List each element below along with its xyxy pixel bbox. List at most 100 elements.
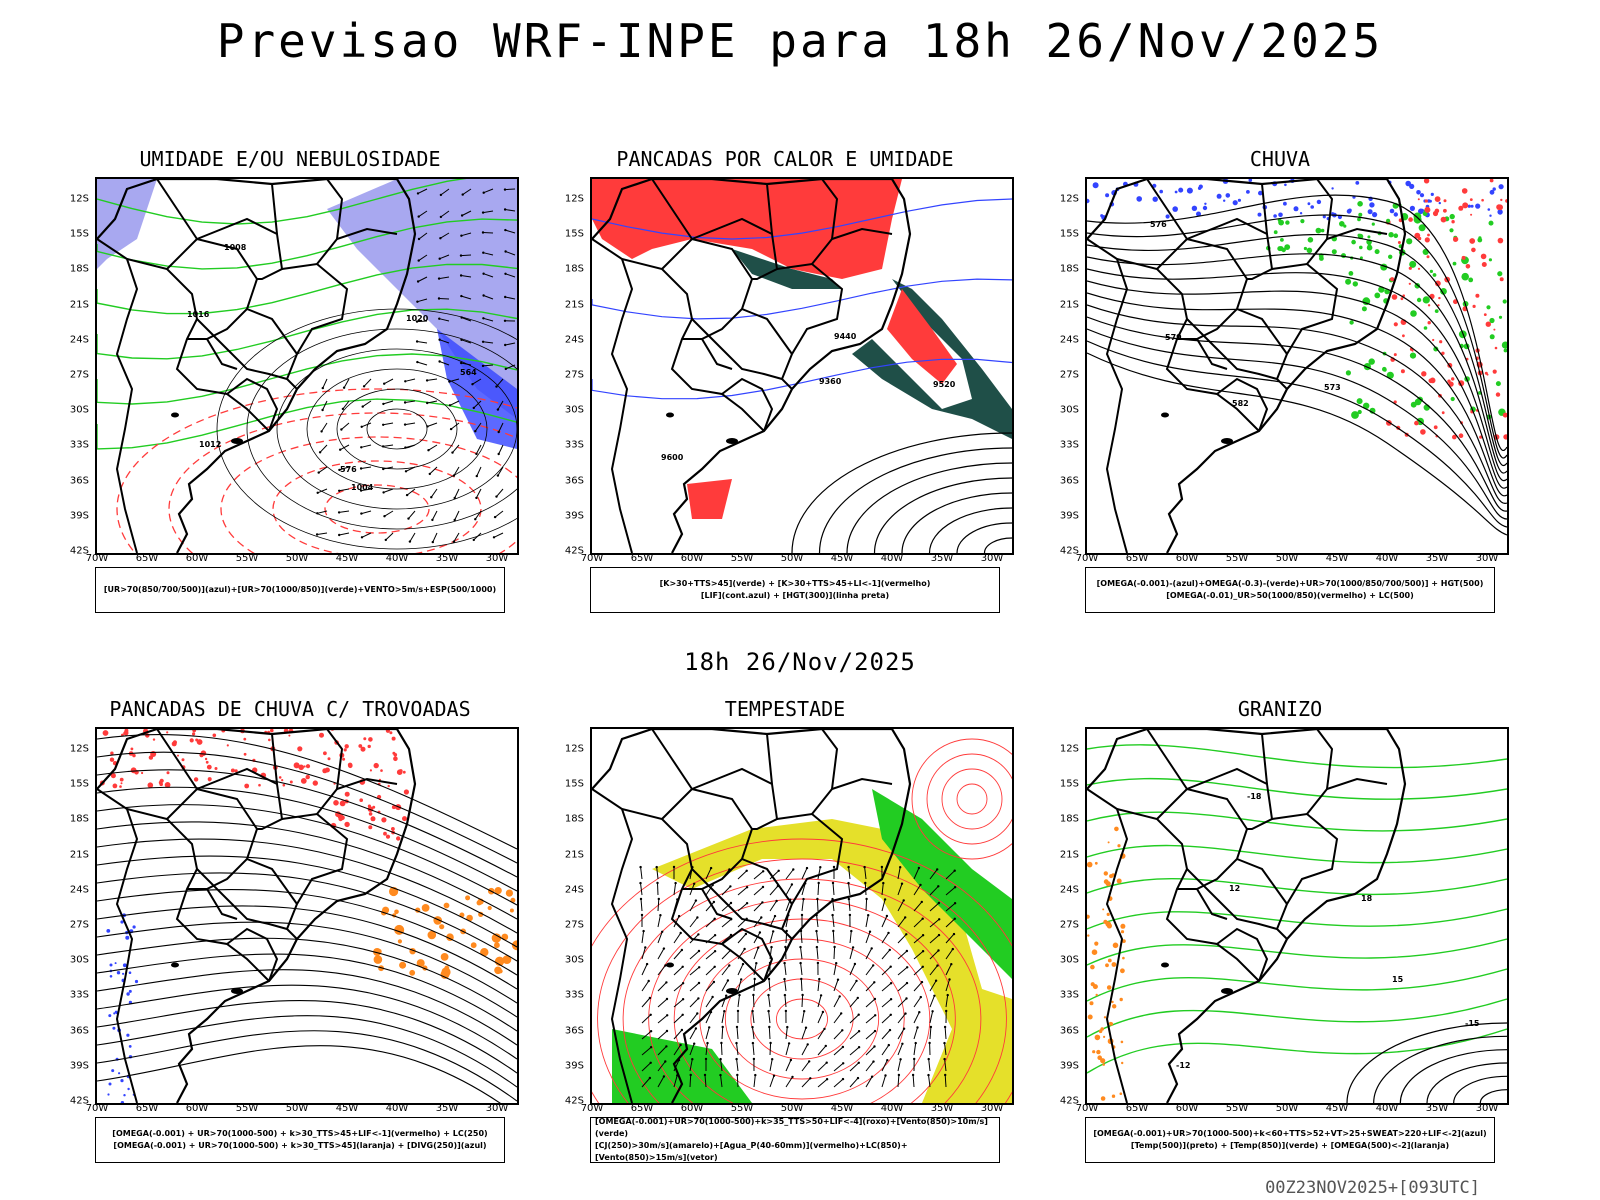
country-border: [206, 888, 238, 920]
vector-head: [504, 295, 507, 299]
lon-tick-label: 35W: [1425, 1103, 1449, 1114]
vector-head: [481, 231, 485, 234]
vector-head: [831, 881, 835, 885]
hgt-contour: [818, 447, 1012, 553]
legend-line-2: [Temp(500)](preto) + [Temp(850)](verde) …: [1130, 1141, 1450, 1150]
country-border: [196, 767, 284, 830]
country-border: [1236, 308, 1288, 355]
omega-patch: [1348, 271, 1354, 276]
lon-tick-label: 65W: [630, 1103, 654, 1114]
wind-vector: [689, 1013, 698, 1024]
omega-patch: [1196, 211, 1201, 217]
vector-head: [316, 512, 319, 515]
vector-head: [817, 881, 820, 885]
divg-patch: [128, 1000, 132, 1004]
vector-head: [887, 1043, 890, 1047]
streamline: [1087, 304, 1507, 504]
vector-head: [403, 423, 407, 426]
streamline: [97, 804, 517, 906]
wind-vector: [848, 899, 851, 912]
omega-patch: [1320, 228, 1325, 233]
storm-patch: [387, 784, 390, 788]
omega-patch: [1349, 320, 1354, 325]
omega-patch: [1489, 214, 1492, 217]
wind-vector: [737, 979, 742, 992]
wind-vector: [865, 981, 875, 992]
panel-title: CHUVA: [1249, 147, 1311, 171]
vector-head: [927, 1057, 930, 1061]
vector-head: [825, 1078, 829, 1081]
wind-vector: [673, 1059, 680, 1072]
lc-patch: [399, 961, 407, 969]
vector-head: [832, 865, 836, 869]
streamline: [1087, 214, 1507, 459]
wind-vector: [737, 963, 744, 976]
wind-vector: [913, 1011, 920, 1024]
wind-vector: [769, 900, 778, 912]
wind-vector: [341, 422, 350, 430]
wind-vector: [317, 488, 328, 494]
wind-vector: [944, 1043, 947, 1056]
contour-label: 1008: [224, 243, 247, 252]
omega-patch: [1102, 1063, 1105, 1066]
omega-patch: [1356, 398, 1363, 405]
country-border: [316, 777, 398, 815]
streamline: [97, 905, 517, 990]
vector-head: [647, 979, 650, 983]
vector-head: [801, 993, 804, 997]
vector-head: [452, 540, 456, 543]
omega-patch: [1136, 196, 1142, 202]
storm-patch: [305, 774, 310, 780]
omega-patch: [1316, 199, 1322, 205]
vector-head: [645, 962, 649, 966]
contour-label: 573: [1324, 383, 1341, 392]
omega-patch: [1361, 306, 1367, 312]
storm-patch: [380, 769, 383, 772]
wind-vector: [321, 422, 328, 432]
storm-patch: [392, 751, 396, 755]
country-border: [97, 238, 139, 553]
omega-patch: [1433, 346, 1439, 352]
wind-vector: [705, 884, 714, 896]
wind-vector: [439, 339, 450, 344]
country-border: [651, 729, 693, 790]
rain-patch: [1429, 377, 1436, 384]
temp500-contour: [1426, 1062, 1507, 1103]
wind-vector: [689, 1043, 695, 1056]
vector-head: [806, 1043, 809, 1046]
vector-head: [431, 518, 434, 522]
wind-vector: [657, 1030, 668, 1040]
rain-patch: [1458, 205, 1464, 211]
vector-head: [475, 496, 478, 500]
lon-tick-label: 60W: [1175, 553, 1199, 564]
wind-vector: [417, 276, 428, 282]
wind-vector: [429, 466, 438, 475]
vector-head: [689, 1073, 692, 1077]
vector-head: [708, 1026, 711, 1029]
country-border: [721, 377, 774, 432]
legend-line-2: [OMEGA(-0.001) + UR>70(1000-500) + k>30_…: [113, 1141, 487, 1150]
rain-patch: [1497, 237, 1504, 244]
omega-patch: [1303, 246, 1307, 251]
vector-head: [382, 423, 385, 426]
storm-patch: [244, 783, 250, 789]
vector-head: [945, 1009, 948, 1013]
lat-tick-label: 18S: [1059, 813, 1079, 825]
vector-head: [808, 1060, 811, 1063]
vector-head: [784, 945, 787, 949]
vector-head: [431, 540, 434, 544]
lat-tick-label: 27S: [564, 369, 584, 381]
vector-head: [504, 250, 507, 253]
vector-head: [741, 962, 745, 966]
vector-head: [933, 994, 936, 997]
wind-vector: [361, 422, 372, 428]
vector-head: [382, 491, 385, 494]
vector-head: [451, 451, 454, 454]
legend-line-1: [K>30+TTS>45](verde) + [K>30+TTS>45+LI<-…: [659, 579, 931, 588]
omega-patch: [1186, 187, 1193, 194]
vector-head: [362, 385, 366, 388]
lake: [726, 988, 738, 994]
vector-head: [496, 408, 500, 411]
wind-vector: [801, 899, 804, 912]
